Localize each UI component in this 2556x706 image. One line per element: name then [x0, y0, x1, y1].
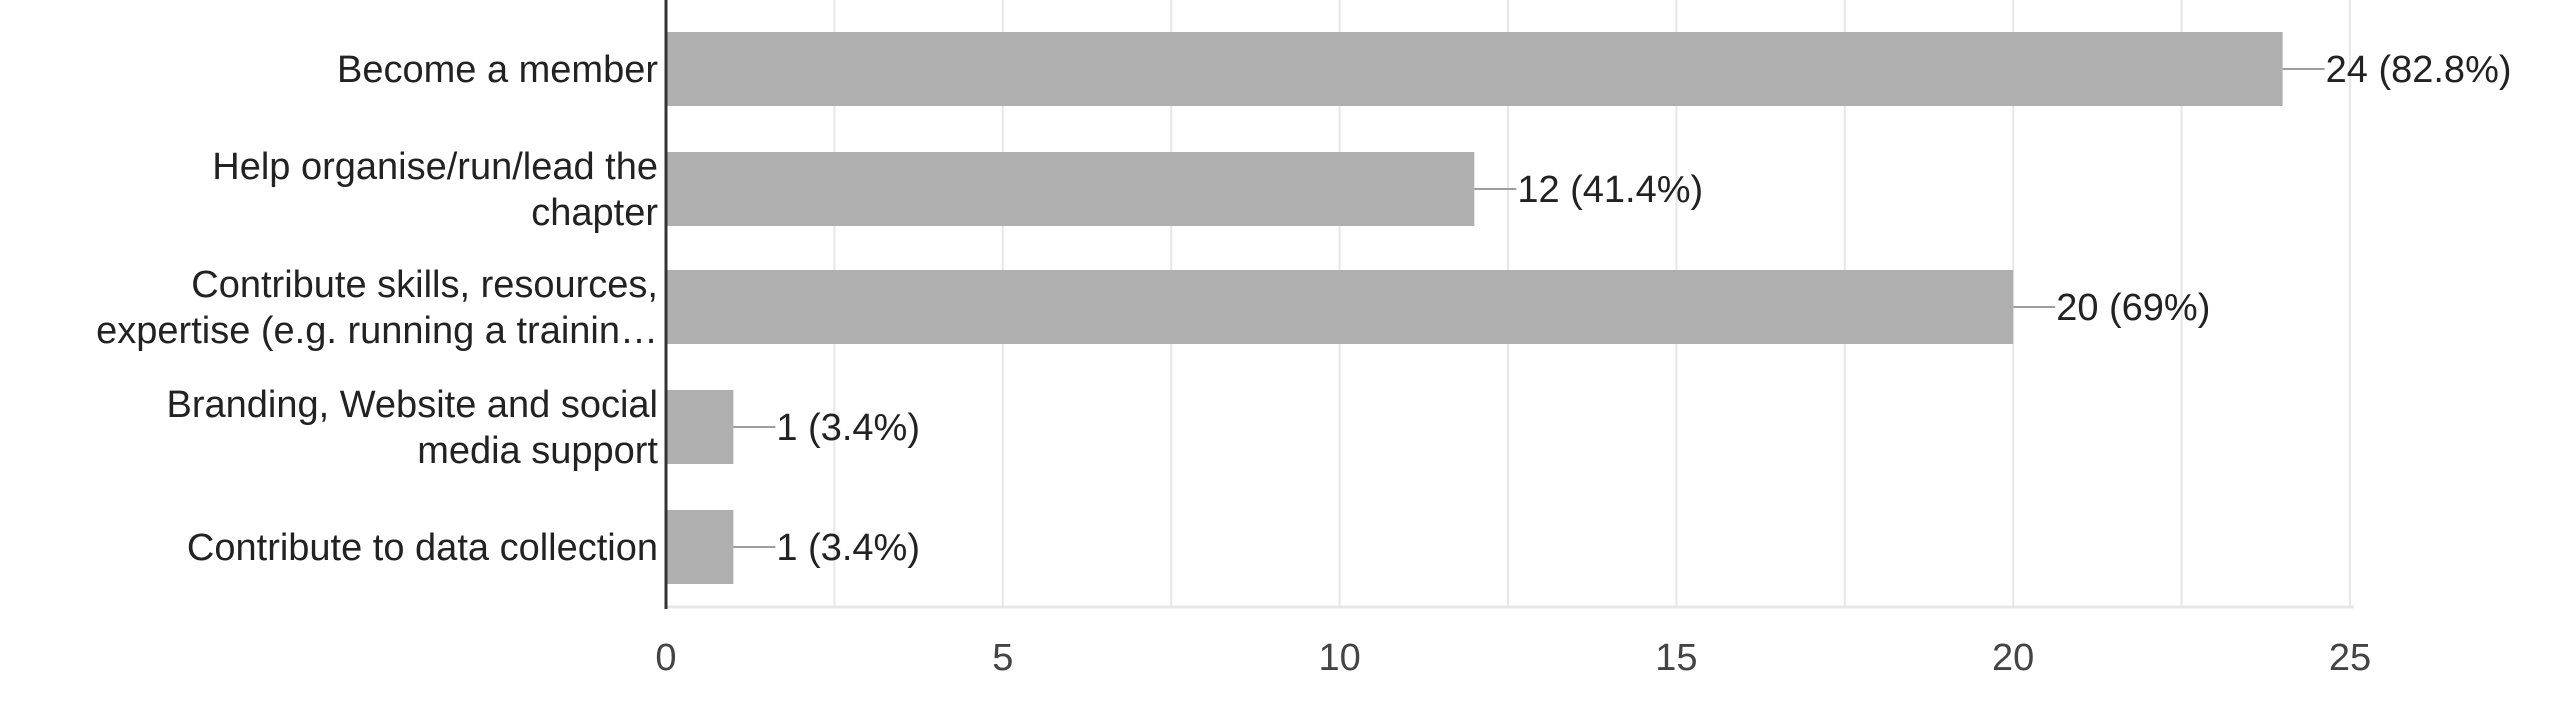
- category-label-line: expertise (e.g. running a trainin…: [96, 310, 658, 352]
- category-label: Contribute to data collection: [187, 527, 658, 569]
- bar: [666, 152, 1475, 226]
- category-label-line: Contribute skills, resources,: [191, 264, 658, 306]
- category-label-line: Become a member: [337, 49, 658, 91]
- x-tick-label: 0: [655, 637, 676, 679]
- bar: [666, 270, 2014, 344]
- category-label: Help organise/run/lead the chapter: [212, 146, 658, 234]
- data-label: 1 (3.4%): [776, 407, 920, 449]
- bar: [666, 32, 2283, 106]
- category-label-line: chapter: [531, 192, 658, 234]
- category-label: Branding, Website and social media suppor…: [167, 384, 659, 472]
- data-label: 1 (3.4%): [776, 527, 920, 569]
- category-label: Contribute skills, resources, expertise (…: [96, 264, 658, 352]
- x-tick-label: 15: [1655, 637, 1697, 679]
- bar: [666, 510, 734, 584]
- x-tick-label: 10: [1318, 637, 1360, 679]
- bars: [666, 32, 2325, 584]
- category-label-line: Branding, Website and social: [167, 384, 658, 426]
- bar: [666, 390, 734, 464]
- labels: 24 (82.8%) 12 (41.4%) 20 (69%) 1 (3.4%) 1 (3…: [96, 49, 2511, 679]
- x-tick-label: 20: [1992, 637, 2034, 679]
- data-label: 24 (82.8%): [2326, 49, 2512, 91]
- x-tick-label: 25: [2329, 637, 2371, 679]
- x-tick-label: 5: [992, 637, 1013, 679]
- data-label: 20 (69%): [2056, 287, 2210, 329]
- category-label-line: Contribute to data collection: [187, 527, 658, 569]
- category-label-line: media support: [417, 430, 658, 472]
- category-label: Become a member: [337, 49, 658, 91]
- category-label-line: Help organise/run/lead the: [212, 146, 658, 188]
- data-label: 12 (41.4%): [1517, 169, 1703, 211]
